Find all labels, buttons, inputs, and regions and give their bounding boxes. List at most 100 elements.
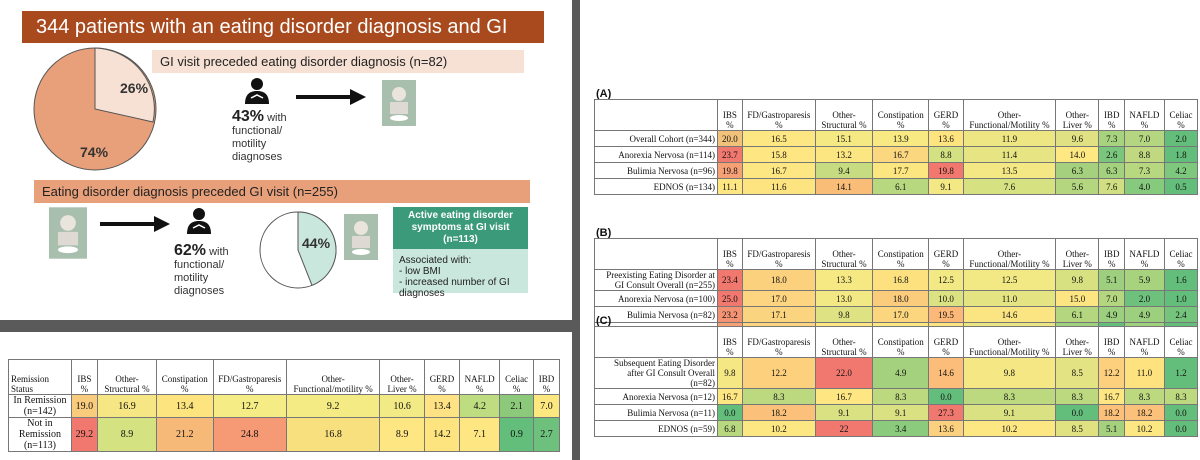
table-cell: 7.0 (1123, 130, 1165, 147)
table-cell: 17.0 (872, 306, 930, 323)
table-cell: 6.3 (1055, 162, 1100, 179)
table-cell: 8.5 (1055, 357, 1100, 389)
table-cell: 4.2 (458, 394, 501, 418)
column-header: Constipation % (872, 326, 930, 358)
column-header: Constipation % (872, 99, 930, 131)
table-cell: 12.5 (962, 269, 1057, 291)
column-header: FD/Gastroparesis % (741, 326, 816, 358)
row-label: EDNOS (n=134) (594, 178, 718, 195)
heatmap-table-c: IBS % FD/Gastroparesis % Other-Structural … (594, 326, 1199, 437)
table-cell: 8.9 (96, 417, 158, 452)
stat-line: diagnoses (174, 285, 225, 297)
table-cell: 9.6 (1055, 130, 1100, 147)
table-cell: 14.1 (814, 178, 874, 195)
associated-bullet: - increased number of GI diagnoses (399, 277, 510, 299)
stat-with: with (209, 246, 229, 258)
table-cell: 9.4 (814, 162, 874, 179)
patient-illustration (344, 214, 378, 260)
table-row: EDNOS (n=59) 6.8 10.2 22 3.4 13.6 10.2 8.5 5.1 10… (594, 420, 1199, 437)
header-blank (594, 238, 718, 270)
table-cell: 8.3 (1123, 388, 1165, 405)
table-cell: 2.0 (1163, 130, 1199, 147)
stat-line: functional/ (232, 125, 283, 137)
table-cell: 6.3 (1098, 162, 1125, 179)
row-label: Overall Cohort (n=344) (594, 130, 718, 147)
table-cell: 12.2 (1098, 357, 1125, 389)
table-cell: 11.6 (741, 178, 816, 195)
pie-chart-gi-first (33, 47, 157, 171)
table-cell: 13.6 (928, 130, 964, 147)
table-cell: 18.2 (741, 404, 816, 421)
table-cell: 16.7 (717, 388, 743, 405)
table-cell: 22 (814, 420, 874, 437)
column-header: Celiac % (1163, 238, 1199, 270)
table-cell: 11.1 (717, 178, 743, 195)
table-row: Bulimia Nervosa (n=96) 19.8 16.7 9.4 17.7 19.… (594, 162, 1199, 179)
table-cell: 8.8 (928, 146, 964, 163)
table-cell: 11.4 (962, 146, 1057, 163)
table-cell: 1.8 (1163, 146, 1199, 163)
row-label: EDNOS (n=59) (594, 420, 718, 437)
table-cell: 1.2 (1163, 357, 1199, 389)
row-label: In Remission (n=142) (8, 394, 72, 418)
table-cell: 7.6 (1098, 178, 1125, 195)
table-cell: 1.6 (1163, 269, 1199, 291)
remission-table: Remission Status IBS % Other-Structural % C… (8, 359, 561, 452)
active-symptoms-title: Active eating disorder symptoms at GI vi… (393, 207, 528, 249)
column-header: Other-Structural % (814, 99, 874, 131)
column-header: IBD % (1098, 238, 1125, 270)
column-header: IBS % (717, 238, 743, 270)
table-cell: 4.9 (1098, 306, 1125, 323)
table-cell: 10.2 (1123, 420, 1165, 437)
header-blank (594, 326, 718, 358)
table-cell: 16.7 (814, 388, 874, 405)
heatmap-table-b: IBS % FD/Gastroparesis % Other-Structural … (594, 238, 1199, 339)
column-header: Celiac % (499, 359, 534, 395)
table-cell: 18.0 (741, 269, 816, 291)
column-header: Celiac % (1163, 326, 1199, 358)
table-row: Overall Cohort (n=344) 20.0 16.5 15.1 13.9 13… (594, 130, 1199, 147)
table-row: Anorexia Nervosa (n=100) 25.0 17.0 13.0 18.0… (594, 290, 1199, 307)
table-cell: 17.0 (741, 290, 816, 307)
table-row: Not in Remission (n=113) 29.2 8.9 21.2 24.8 16… (8, 417, 561, 452)
table-cell: 11.0 (1123, 357, 1165, 389)
table-row: Bulimia Nervosa (n=11) 0.0 18.2 9.1 9.1 27.3 9… (594, 404, 1199, 421)
remission-panel: Remission Status IBS % Other-Structural % C… (0, 332, 572, 460)
table-cell: 5.9 (1123, 269, 1165, 291)
table-cell: 13.4 (423, 394, 460, 418)
table-cell: 14.0 (1055, 146, 1100, 163)
table-cell: 23.7 (717, 146, 743, 163)
table-cell: 8.3 (962, 388, 1057, 405)
table-cell: 6.8 (717, 420, 743, 437)
table-cell: 4.0 (1123, 178, 1165, 195)
column-header: NAFLD % (458, 359, 501, 395)
table-cell: 14.6 (962, 306, 1057, 323)
infographic-title: 344 patients with an eating disorder dia… (22, 11, 544, 70)
table-cell: 23.2 (717, 306, 743, 323)
table-cell: 8.5 (1055, 420, 1100, 437)
table-cell: 7.3 (1123, 162, 1165, 179)
table-cell: 5.1 (1098, 420, 1125, 437)
patient-illustration (382, 80, 416, 126)
person-icon (245, 78, 269, 104)
row-label: Not in Remission (n=113) (8, 417, 72, 452)
table-cell: 22.0 (814, 357, 874, 389)
section-label-b: (B) (596, 227, 612, 239)
column-header: Other-Structural % (814, 238, 874, 270)
table-cell: 18.2 (1098, 404, 1125, 421)
column-header: GERD % (928, 99, 964, 131)
column-header: FD/Gastroparesis % (741, 238, 816, 270)
row-label: Anorexia Nervosa (n=100) (594, 290, 718, 307)
row-label: Anorexia Nervosa (n=12) (594, 388, 718, 405)
column-header: IBD % (1098, 99, 1125, 131)
table-cell: 17.7 (872, 162, 930, 179)
table-cell: 25.0 (717, 290, 743, 307)
table-row: EDNOS (n=134) 11.1 11.6 14.1 6.1 9.1 7.6 5.6 7.6… (594, 178, 1199, 195)
column-header: Remission Status (8, 359, 72, 395)
heatmap-panel: (A) IBS % FD/Gastroparesis % Other-Structur… (580, 0, 1200, 460)
row-label: Bulimia Nervosa (n=82) (594, 306, 718, 323)
associated-bullet: - low BMI (399, 266, 441, 277)
table-cell: 7.3 (1098, 130, 1125, 147)
section-label-a: (A) (596, 88, 612, 100)
ed-first-banner: Eating disorder diagnosis preceded GI vi… (34, 180, 530, 203)
